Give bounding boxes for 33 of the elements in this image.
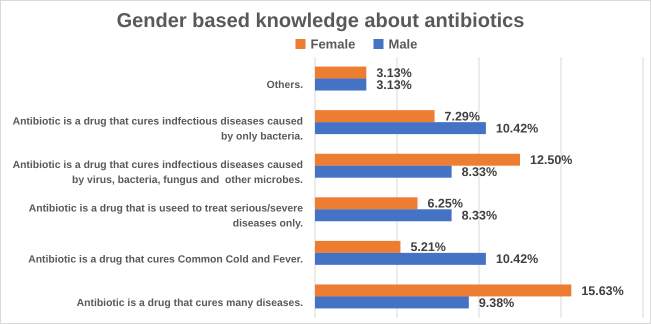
bar (315, 122, 486, 134)
bar (315, 296, 469, 308)
bar (315, 197, 418, 210)
y-tick-label: Antibiotic is a drug that cures Common Cold and Fever. (28, 254, 304, 266)
data-label: 15.63% (581, 284, 624, 298)
data-label: 8.33% (462, 165, 498, 180)
data-label: 5.21% (410, 240, 446, 254)
data-label: 9.38% (478, 296, 514, 310)
legend-label: Female (310, 36, 356, 52)
bar (315, 78, 366, 91)
chart-title: Gender based knowledge about antibiotics (116, 10, 524, 32)
bar (315, 240, 400, 253)
y-tick-label: Antibiotic is a drug that cures indfectious diseases caused by only bacteria. (12, 116, 304, 142)
y-tick-label: Antibiotic is a drug that cures many diseases. (76, 298, 304, 310)
bar (315, 110, 435, 122)
y-tick-label: Antibiotic is a drug that is useed to treat serious/severe diseases only. (28, 203, 304, 230)
bar (315, 209, 452, 222)
data-label: 12.50% (530, 153, 572, 168)
data-label: 6.25% (428, 196, 463, 211)
bar (315, 166, 452, 178)
data-label: 3.13% (376, 66, 412, 80)
data-label: 10.42% (496, 252, 538, 266)
bar (315, 252, 486, 265)
y-tick-label: Others. (266, 80, 304, 92)
bar (315, 154, 520, 166)
bar (315, 66, 366, 79)
bar (315, 284, 572, 296)
data-label: 10.42% (496, 122, 538, 136)
data-label: 8.33% (462, 208, 498, 223)
data-label: 7.29% (444, 110, 480, 124)
y-tick-label: Antibiotic is a drug that cures indfectious diseases caused by virus, bacteria, fungus and other microbes. (12, 160, 304, 186)
data-label: 3.13% (376, 78, 412, 92)
legend-label: Male (388, 36, 418, 52)
